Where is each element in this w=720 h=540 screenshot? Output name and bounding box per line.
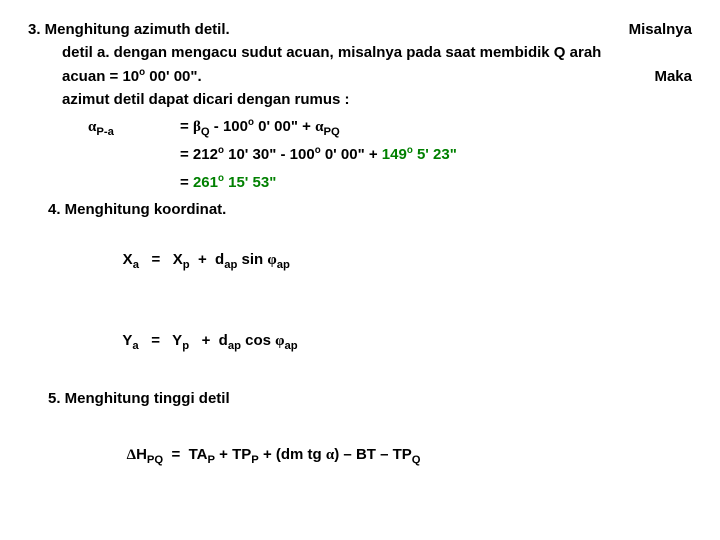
- eq2-c: 0' 00" +: [321, 146, 382, 163]
- beta-sub: Q: [201, 126, 210, 138]
- eq3-a: =: [180, 174, 193, 191]
- x-lhs: X: [123, 251, 133, 268]
- sec3-line3-right: Maka: [654, 65, 692, 88]
- eq2-a: = 212: [180, 146, 218, 163]
- alpha2-sub: PQ: [323, 126, 339, 138]
- y-plus: + d: [189, 332, 228, 349]
- alpha-sub: P-a: [96, 126, 114, 138]
- sec3-heading: 3. Menghitung azimuth detil. Misalnya: [28, 18, 692, 41]
- eq3-green-a: 261: [193, 174, 218, 191]
- x-plus: + d: [190, 251, 225, 268]
- sec5-eq: ΔHPQ = TAP + TPP + (dm tg α) – BT – TPQ: [110, 420, 692, 491]
- ta-sub: P: [208, 454, 216, 466]
- sec3-line3-a: acuan = 10: [62, 68, 139, 85]
- sec5-heading: 5. Menghitung tinggi detil: [48, 387, 692, 410]
- x-d-sub: ap: [224, 259, 237, 271]
- dH-sub: PQ: [147, 454, 163, 466]
- x-eq: = X: [139, 251, 183, 268]
- eq1-c: 0' 00" +: [254, 118, 315, 135]
- sec3-eq1: αP-a = βQ - 100o 0' 00" + αPQ: [88, 115, 692, 139]
- tpq-sub: Q: [412, 454, 421, 466]
- tp: + TP: [215, 446, 251, 463]
- tp-sub: P: [251, 454, 259, 466]
- dmtg: + (dm tg: [259, 446, 326, 463]
- sec4-y: Ya = Yp + dap cos φap: [106, 306, 692, 377]
- eq1-b: - 100: [210, 118, 248, 135]
- sec3-heading-left: 3. Menghitung azimuth detil.: [28, 18, 230, 41]
- ta: = TA: [163, 446, 207, 463]
- eq2-green-b: 5' 23": [413, 146, 457, 163]
- x-sin: sin: [237, 251, 267, 268]
- bt: ) – BT – TP: [334, 446, 412, 463]
- y-lhs: Y: [122, 332, 132, 349]
- sec3-heading-right: Misalnya: [629, 18, 692, 41]
- sec3-line3-b: 00' 00".: [145, 68, 202, 85]
- eq2-green-a: 149: [382, 146, 407, 163]
- eq3-green-b: 15' 53": [224, 174, 276, 191]
- sec3-eq2: = 212o 10' 30" - 100o 0' 00" + 149o 5' 2…: [180, 143, 692, 166]
- sec3-line2: detil a. dengan mengacu sudut acuan, mis…: [62, 41, 692, 64]
- y-cos: cos: [241, 332, 275, 349]
- y-eq: = Y: [139, 332, 183, 349]
- sec4-x: Xa = Xp + dap sin φap: [106, 225, 692, 296]
- sec3-line3: acuan = 10o 00' 00". Maka: [62, 65, 692, 88]
- sec3-eq3: = 261o 15' 53": [180, 171, 692, 194]
- y-d-sub: ap: [228, 340, 241, 352]
- sec4-heading: 4. Menghitung koordinat.: [48, 198, 692, 221]
- x-p: p: [183, 259, 190, 271]
- eq2-b: 10' 30" - 100: [224, 146, 315, 163]
- y-phi-sub: ap: [285, 340, 298, 352]
- eq1-a: =: [180, 118, 193, 135]
- x-phi-sub: ap: [277, 259, 290, 271]
- sec3-line4: azimut detil dapat dicari dengan rumus :: [62, 88, 692, 111]
